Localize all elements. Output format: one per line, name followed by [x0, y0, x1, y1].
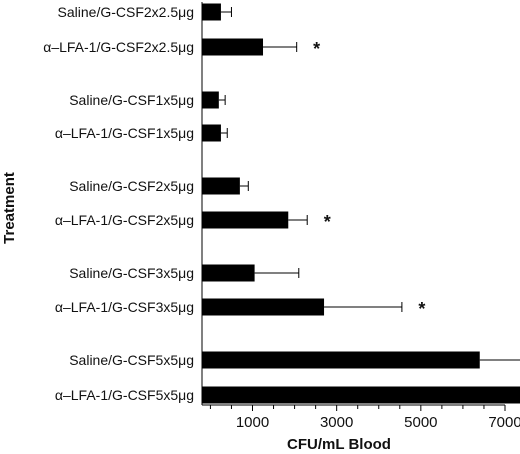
bar: [202, 386, 520, 404]
x-axis-title: CFU/mL Blood: [287, 436, 391, 453]
significance-markers: ****: [313, 39, 425, 319]
error-bar: [220, 128, 228, 138]
category-label: α–LFA-1/G-CSF2x2.5μg: [43, 39, 194, 55]
error-bar: [239, 181, 249, 191]
error-bar: [288, 215, 308, 225]
significance-star: *: [418, 299, 425, 319]
category-label: Saline/G-CSF5x5μg: [69, 352, 194, 368]
category-label: α–LFA-1/G-CSF2x5μg: [55, 212, 194, 228]
axes: [201, 2, 506, 411]
x-tick-labels: 1000 3000 5000 7000: [236, 414, 520, 431]
category-label: α–LFA-1/G-CSF1x5μg: [55, 125, 194, 141]
category-label: α–LFA-1/G-CSF3x5μg: [55, 299, 194, 315]
x-tick-label: 3000: [320, 414, 353, 431]
category-label: Saline/G-CSF2x5μg: [69, 178, 194, 194]
bar: [202, 38, 264, 56]
category-label: α–LFA-1/G-CSF5x5μg: [55, 387, 194, 403]
category-label: Saline/G-CSF3x5μg: [69, 265, 194, 281]
y-axis-title: Treatment: [1, 172, 18, 244]
error-bar: [263, 42, 298, 52]
bar: [202, 264, 255, 282]
bar: [202, 298, 325, 316]
error-bars: [218, 7, 520, 361]
bars: [202, 3, 520, 404]
category-label: Saline/G-CSF2x2.5μg: [58, 4, 194, 20]
bar: [202, 177, 240, 195]
bar: [202, 3, 221, 21]
error-bar: [324, 302, 403, 312]
x-tick-label: 5000: [404, 414, 437, 431]
error-bar: [218, 95, 226, 105]
error-bar: [220, 7, 232, 17]
bar: [202, 91, 219, 109]
bar: [202, 351, 480, 369]
error-bar: [479, 359, 520, 361]
error-bar: [254, 268, 300, 278]
bar: [202, 211, 289, 229]
significance-star: *: [313, 39, 320, 59]
category-label: Saline/G-CSF1x5μg: [69, 92, 194, 108]
significance-star: *: [324, 212, 331, 232]
category-labels: Saline/G-CSF2x2.5μg α–LFA-1/G-CSF2x2.5μg S…: [43, 4, 194, 403]
bar: [202, 124, 221, 142]
x-tick-label: 7000: [488, 414, 520, 431]
x-tick-label: 1000: [236, 414, 269, 431]
